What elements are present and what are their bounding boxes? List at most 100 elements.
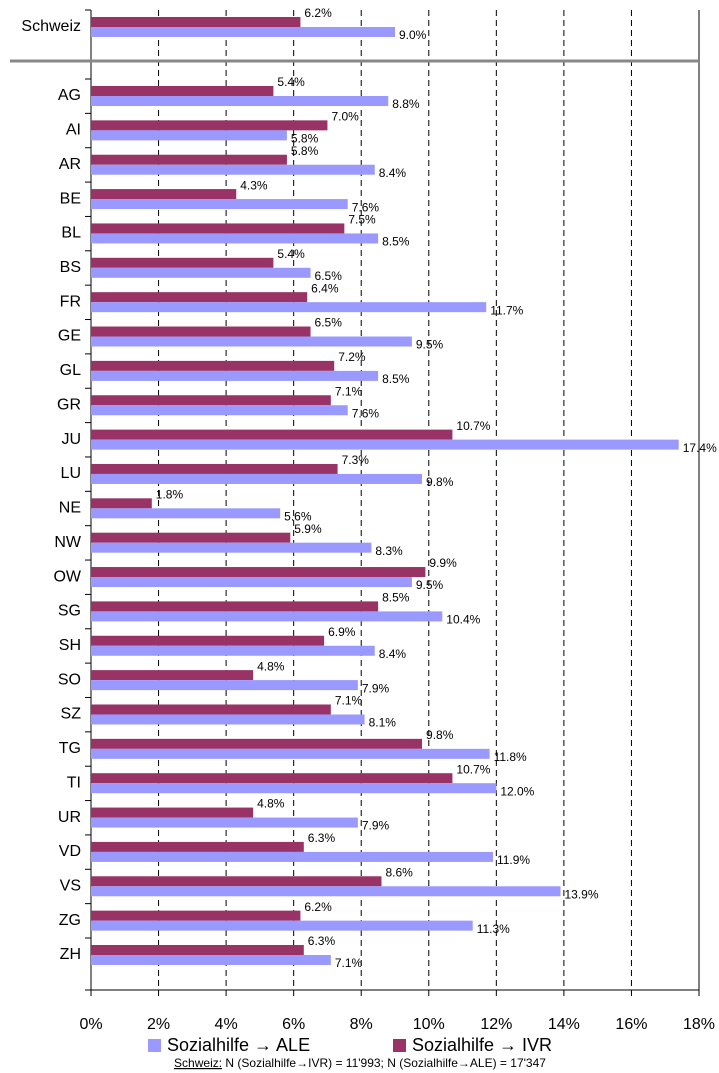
x-tick-label: 4%	[215, 1016, 238, 1033]
y-tick-label: NW	[54, 534, 82, 551]
value-label: 6.2%	[304, 6, 332, 20]
value-label: 9.0%	[399, 28, 427, 42]
y-tick-label: FR	[60, 293, 81, 310]
bar	[91, 773, 453, 784]
value-label: 5.8%	[291, 132, 319, 146]
bar	[91, 326, 311, 337]
bar	[91, 302, 487, 313]
bar	[91, 910, 301, 921]
bar	[91, 130, 287, 141]
y-tick-label: BL	[61, 225, 81, 242]
value-label: 6.5%	[315, 269, 343, 283]
bar	[91, 714, 365, 725]
value-label: 5.8%	[291, 144, 319, 158]
value-label: 5.4%	[277, 75, 305, 89]
y-tick-label: ZG	[59, 912, 81, 929]
y-tick-label: UR	[58, 809, 81, 826]
value-label: 11.9%	[497, 853, 530, 867]
bar	[91, 577, 412, 588]
y-tick-label: OW	[53, 568, 81, 585]
bar	[91, 370, 379, 381]
value-label: 8.1%	[369, 716, 397, 730]
value-label: 6.9%	[328, 625, 356, 639]
y-tick-label: SZ	[61, 706, 82, 723]
bar	[91, 267, 311, 278]
value-label: 5.4%	[277, 247, 305, 261]
value-label: 8.6%	[385, 865, 413, 879]
legend-swatch	[148, 1039, 161, 1052]
bar	[91, 429, 453, 440]
bar	[91, 886, 561, 897]
y-tick-label: SG	[58, 603, 81, 620]
bar	[91, 645, 375, 656]
value-label: 8.3%	[375, 544, 403, 558]
bar	[91, 336, 412, 347]
value-label: 9.9%	[429, 556, 457, 570]
bar	[91, 292, 308, 303]
y-tick-label: GL	[60, 362, 81, 379]
x-tick-label: 0%	[79, 1016, 102, 1033]
bar	[91, 360, 335, 371]
bar	[91, 635, 325, 646]
bar	[91, 233, 379, 244]
x-tick-label: 12%	[480, 1016, 512, 1033]
bar	[91, 611, 443, 622]
bar	[91, 17, 301, 27]
bar	[91, 807, 254, 818]
value-label: 17.4%	[683, 441, 717, 455]
value-label: 6.2%	[304, 900, 332, 914]
value-label: 10.7%	[456, 419, 490, 433]
bar	[91, 704, 331, 715]
value-label: 10.7%	[456, 762, 490, 776]
value-label: 7.1%	[335, 694, 363, 708]
x-tick-label: 6%	[282, 1016, 305, 1033]
bar	[91, 670, 254, 681]
footnote-text: N (Sozialhilfe→IVR) = 11'993; N (Sozialh…	[222, 1056, 546, 1070]
value-label: 7.2%	[338, 350, 366, 364]
value-label: 1.8%	[156, 487, 184, 501]
y-tick-label: TI	[67, 774, 81, 791]
bar	[91, 601, 379, 612]
y-tick-label: BE	[60, 190, 81, 207]
bar	[91, 405, 348, 416]
footnote-label: Schweiz:	[174, 1056, 222, 1070]
y-tick-label: SH	[59, 637, 81, 654]
bar	[91, 439, 679, 450]
bar	[91, 532, 291, 543]
bar	[91, 955, 331, 965]
bar	[91, 738, 423, 749]
bar	[91, 154, 287, 165]
value-label: 9.5%	[416, 578, 444, 592]
value-label: 12.0%	[500, 784, 534, 798]
value-label: 8.5%	[382, 372, 410, 386]
value-label: 8.4%	[379, 647, 407, 661]
y-tick-label: AI	[66, 122, 81, 139]
value-label: 8.5%	[382, 591, 410, 605]
bar	[91, 817, 358, 828]
bar	[91, 395, 331, 406]
bar	[91, 223, 345, 234]
y-tick-label: AG	[58, 87, 81, 104]
bar	[91, 542, 372, 553]
y-tick-label: GR	[57, 396, 81, 413]
value-label: 7.6%	[352, 406, 380, 420]
value-label: 9.8%	[426, 728, 454, 742]
x-tick-label: 2%	[147, 1016, 170, 1033]
y-tick-label: LU	[61, 465, 81, 482]
value-label: 7.1%	[335, 384, 363, 398]
value-label: 11.7%	[490, 303, 523, 317]
y-tick-label: Schweiz	[21, 18, 81, 35]
y-tick-label: AR	[59, 156, 81, 173]
y-tick-label: GE	[58, 328, 81, 345]
bar	[91, 199, 348, 210]
value-label: 7.6%	[352, 200, 380, 214]
value-label: 4.3%	[240, 178, 268, 192]
bar	[91, 257, 274, 268]
y-tick-label: SO	[58, 671, 81, 688]
y-tick-label: TG	[59, 740, 81, 757]
value-label: 10.4%	[446, 613, 480, 627]
value-label: 7.9%	[362, 819, 390, 833]
bar	[91, 748, 490, 759]
bar	[91, 567, 426, 578]
